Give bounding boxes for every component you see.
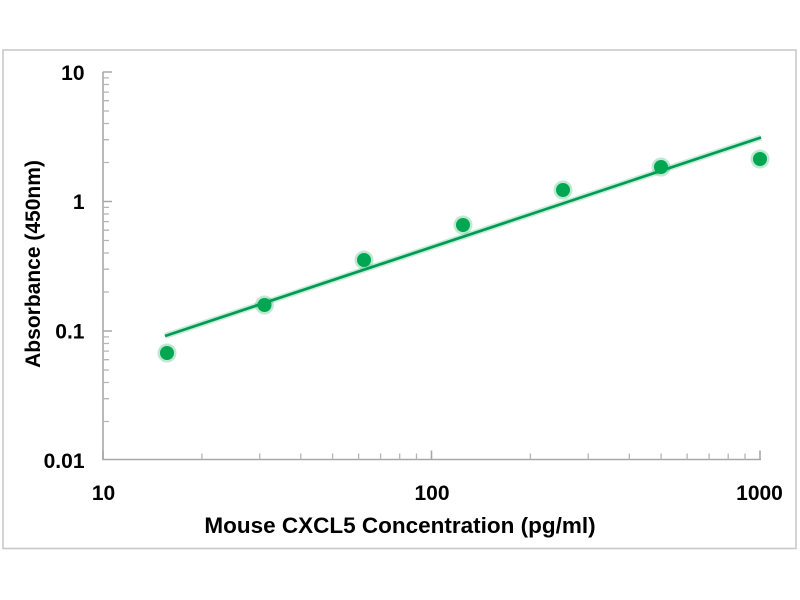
svg-text:10: 10 — [61, 62, 84, 85]
svg-text:0.1: 0.1 — [55, 321, 85, 344]
svg-text:10: 10 — [92, 482, 115, 505]
svg-text:1: 1 — [73, 191, 85, 214]
svg-text:0.01: 0.01 — [44, 450, 85, 473]
svg-text:1000: 1000 — [736, 482, 783, 505]
svg-text:Absorbance (450nm): Absorbance (450nm) — [22, 160, 45, 368]
svg-text:100: 100 — [414, 482, 449, 505]
svg-text:Mouse CXCL5 Concentration (pg/: Mouse CXCL5 Concentration (pg/ml) — [204, 513, 595, 538]
